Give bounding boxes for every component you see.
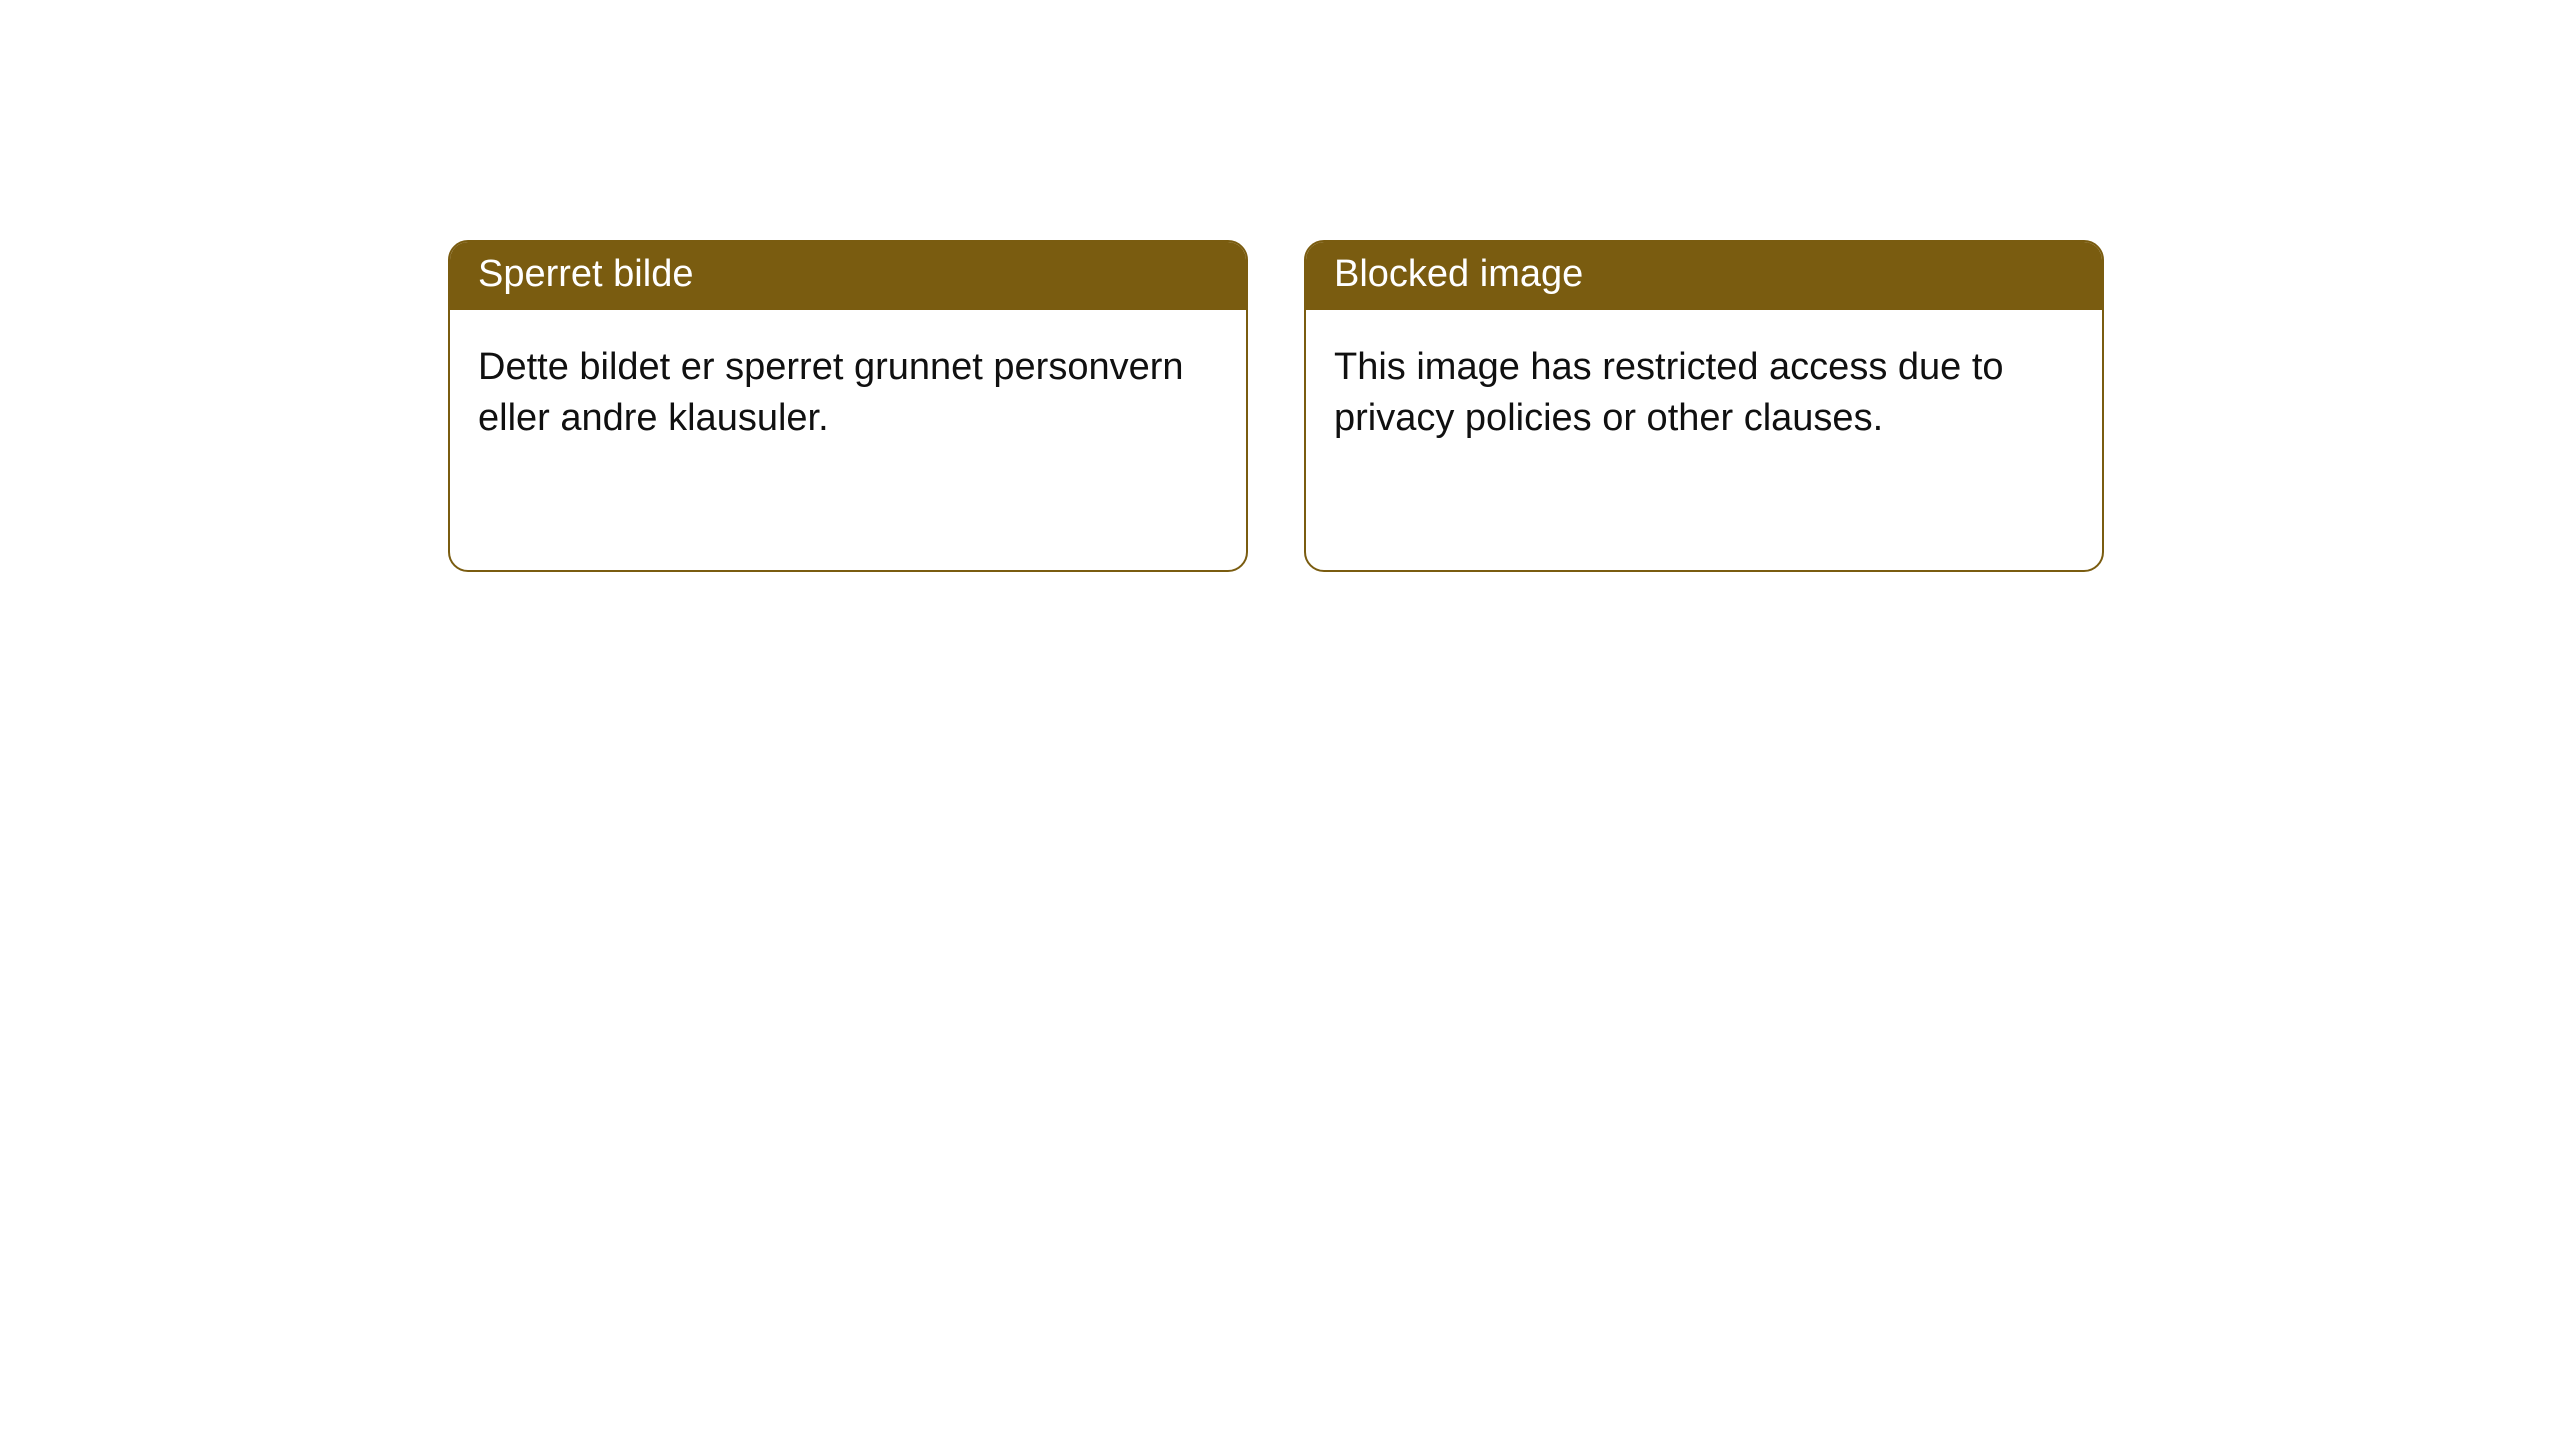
notice-cards-container: Sperret bilde Dette bildet er sperret gr… — [0, 0, 2560, 572]
notice-card-header: Sperret bilde — [450, 242, 1246, 310]
notice-card-header: Blocked image — [1306, 242, 2102, 310]
notice-card-body: Dette bildet er sperret grunnet personve… — [450, 310, 1246, 477]
notice-card-english: Blocked image This image has restricted … — [1304, 240, 2104, 572]
notice-card-body: This image has restricted access due to … — [1306, 310, 2102, 477]
notice-card-norwegian: Sperret bilde Dette bildet er sperret gr… — [448, 240, 1248, 572]
